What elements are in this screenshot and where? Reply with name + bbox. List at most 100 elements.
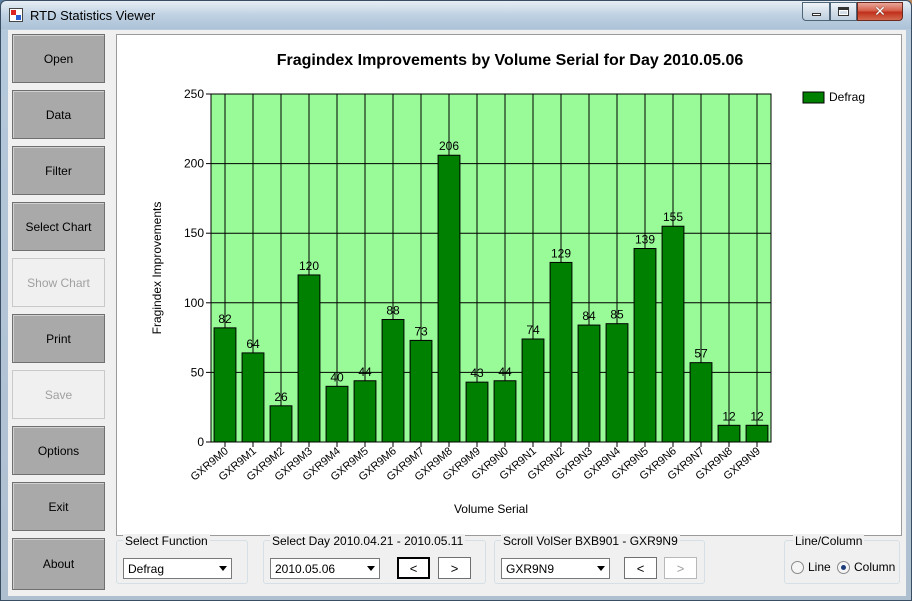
- y-tick-label: 100: [184, 296, 204, 310]
- chart-title: Fragindex Improvements by Volume Serial …: [277, 52, 744, 69]
- scroll-volser-group: Scroll VolSer BXB901 - GXR9N9 GXR9N9 < >: [494, 534, 705, 584]
- line-radio-button[interactable]: [791, 560, 804, 574]
- data-label: 88: [386, 304, 400, 318]
- print-button[interactable]: Print: [12, 314, 105, 363]
- volser-select[interactable]: GXR9N9: [501, 558, 610, 579]
- plot-area: [210, 93, 772, 443]
- exit-button[interactable]: Exit: [12, 482, 105, 531]
- legend-swatch: [802, 91, 825, 104]
- data-label: 74: [526, 323, 540, 337]
- maximize-button[interactable]: [830, 2, 857, 21]
- day-prev-button[interactable]: <: [397, 557, 430, 579]
- line-radio[interactable]: Line: [791, 560, 831, 574]
- select-day-label: Select Day 2010.04.21 - 2010.05.11: [270, 534, 466, 548]
- y-tick-label: 0: [197, 435, 204, 449]
- y-tick-label: 50: [191, 365, 205, 379]
- column-radio-button[interactable]: [837, 560, 850, 574]
- volser-next-button[interactable]: >: [664, 557, 697, 579]
- data-label: 85: [610, 308, 624, 322]
- column-radio-label: Column: [854, 560, 896, 574]
- minimize-button[interactable]: [802, 2, 830, 21]
- save-button[interactable]: Save: [12, 370, 105, 419]
- chart-panel: 0 50 100 150 200 250 82 GXR9M0 64 GXR9M1 26 GXR9M2 1…: [116, 34, 902, 536]
- bar: [549, 261, 573, 443]
- data-label: 73: [414, 324, 428, 338]
- data-label: 206: [439, 139, 459, 153]
- select-function-group: Select Function Defrag: [116, 534, 248, 584]
- bar: [605, 323, 629, 443]
- bar: [745, 424, 769, 443]
- show-chart-button[interactable]: Show Chart: [12, 258, 105, 307]
- open-button[interactable]: Open: [12, 34, 105, 83]
- data-label: 43: [470, 366, 484, 380]
- select-chart-button[interactable]: Select Chart: [12, 202, 105, 251]
- bar: [521, 338, 545, 443]
- bar: [213, 327, 237, 443]
- data-label: 155: [663, 210, 683, 224]
- bar: [633, 248, 657, 443]
- bar-chart: 05010015020025082GXR9M064GXR9M126GXR9M21…: [150, 52, 865, 516]
- data-label: 82: [218, 312, 232, 326]
- line-radio-label: Line: [808, 560, 831, 574]
- y-tick-label: 150: [184, 226, 204, 240]
- close-button[interactable]: ✕: [857, 2, 903, 21]
- bar: [409, 339, 433, 443]
- data-label: 40: [330, 370, 344, 384]
- client-area: Open Data Filter Select Chart Show Chart…: [8, 30, 906, 596]
- close-icon: ✕: [874, 3, 886, 20]
- bar: [465, 381, 489, 443]
- data-label: 12: [750, 409, 764, 423]
- bar: [353, 380, 377, 443]
- bar: [241, 352, 265, 443]
- legend-label: Defrag: [829, 90, 865, 104]
- bar: [717, 424, 741, 443]
- chevron-down-icon: [367, 566, 375, 571]
- filter-button[interactable]: Filter: [12, 146, 105, 195]
- bar: [325, 385, 349, 443]
- day-select-value: 2010.05.06: [275, 562, 336, 576]
- data-label: 57: [694, 347, 708, 361]
- bar: [661, 225, 685, 443]
- line-column-group: Line/Column Line Column: [784, 534, 900, 584]
- data-label: 26: [274, 390, 288, 404]
- bar: [577, 324, 601, 443]
- data-label: 64: [246, 337, 260, 351]
- maximize-icon: [838, 7, 849, 16]
- window-title: RTD Statistics Viewer: [30, 8, 156, 23]
- about-button[interactable]: About: [12, 538, 105, 590]
- bar: [269, 405, 293, 443]
- bar: [493, 380, 517, 443]
- app-icon[interactable]: [9, 8, 23, 22]
- column-radio[interactable]: Column: [837, 560, 895, 574]
- minimize-icon: [811, 13, 821, 16]
- y-axis-title: Fragindex Improvements: [150, 202, 164, 335]
- title-bar[interactable]: RTD Statistics Viewer ✕: [1, 1, 911, 29]
- bar: [689, 362, 713, 443]
- data-label: 84: [582, 309, 596, 323]
- day-select[interactable]: 2010.05.06: [270, 558, 380, 579]
- bar: [437, 154, 461, 443]
- volser-select-value: GXR9N9: [506, 562, 555, 576]
- data-label: 44: [498, 365, 512, 379]
- day-next-button[interactable]: >: [438, 557, 471, 579]
- x-axis-title: Volume Serial: [454, 502, 528, 516]
- function-select-value: Defrag: [128, 562, 165, 576]
- y-tick-label: 250: [184, 87, 204, 101]
- data-label: 139: [635, 233, 655, 247]
- chevron-down-icon: [219, 566, 227, 571]
- select-day-group: Select Day 2010.04.21 - 2010.05.11 2010.…: [263, 534, 486, 584]
- data-label: 129: [551, 246, 571, 260]
- options-button[interactable]: Options: [12, 426, 105, 475]
- bar: [297, 274, 321, 443]
- data-label: 44: [358, 365, 372, 379]
- function-select[interactable]: Defrag: [123, 558, 232, 579]
- line-column-label: Line/Column: [793, 534, 865, 548]
- y-tick-label: 200: [184, 157, 204, 171]
- chevron-down-icon: [597, 566, 605, 571]
- bar: [381, 319, 405, 443]
- data-label: 12: [722, 409, 736, 423]
- select-function-label: Select Function: [123, 534, 210, 548]
- data-button[interactable]: Data: [12, 90, 105, 139]
- volser-prev-button[interactable]: <: [624, 557, 657, 579]
